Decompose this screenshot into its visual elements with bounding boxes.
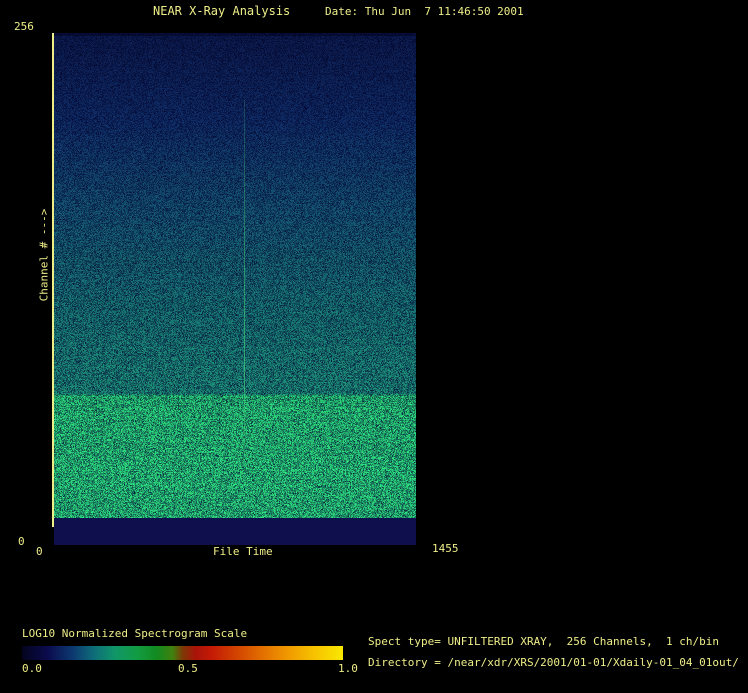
colorbar-tick-mid: 0.5 bbox=[178, 662, 198, 675]
colorbar-tick-right: 1.0 bbox=[338, 662, 358, 675]
page-title: NEAR X-Ray Analysis bbox=[153, 4, 291, 18]
y-axis-line bbox=[52, 33, 54, 527]
x-axis-title: File Time bbox=[213, 545, 273, 558]
x-axis-max-label: 1455 bbox=[432, 542, 459, 555]
y-axis-title: Channel # ---> bbox=[37, 208, 51, 302]
x-axis-min-label: 0 bbox=[36, 545, 43, 558]
colorbar-title: LOG10 Normalized Spectrogram Scale bbox=[22, 627, 248, 640]
colorbar-tick-left: 0.0 bbox=[22, 662, 42, 675]
colorbar-gradient bbox=[22, 646, 343, 660]
y-axis-max-label: 256 bbox=[14, 20, 34, 33]
date-text: Date: Thu Jun 7 11:46:50 2001 bbox=[325, 5, 524, 18]
spect-type-text: Spect type= UNFILTERED XRAY, 256 Channel… bbox=[368, 635, 719, 648]
spectrogram-canvas bbox=[54, 33, 416, 545]
y-axis-min-label: 0 bbox=[18, 535, 25, 548]
directory-text: Directory = /near/xdr/XRS/2001/01-01/Xda… bbox=[368, 656, 739, 669]
